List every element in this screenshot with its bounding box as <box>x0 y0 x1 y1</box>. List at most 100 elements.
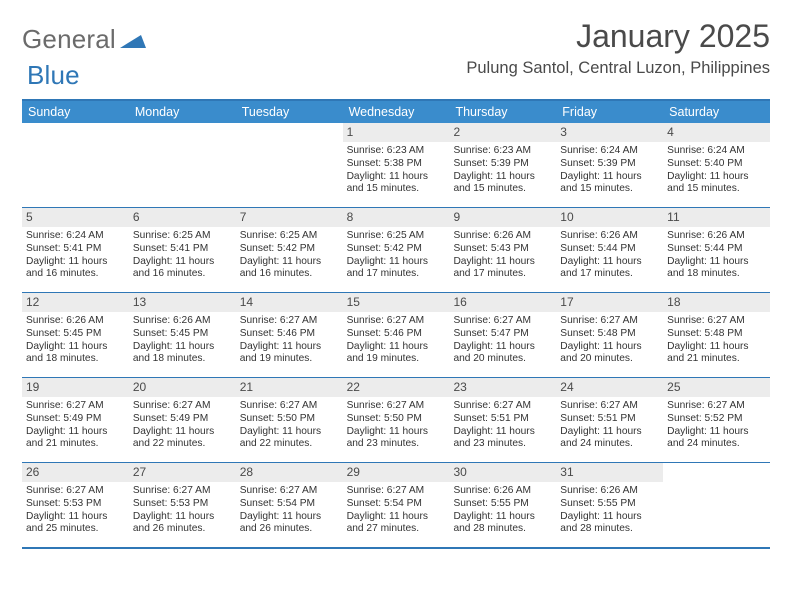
day-cell: . <box>236 123 343 207</box>
sunrise-text: Sunrise: 6:23 AM <box>453 145 552 158</box>
daylight-text: and 21 minutes. <box>26 438 125 451</box>
sunrise-text: Sunrise: 6:27 AM <box>667 315 766 328</box>
daylight-text: Daylight: 11 hours <box>560 256 659 269</box>
daylight-text: Daylight: 11 hours <box>240 256 339 269</box>
sunrise-text: Sunrise: 6:26 AM <box>560 485 659 498</box>
sunset-text: Sunset: 5:51 PM <box>560 413 659 426</box>
sunset-text: Sunset: 5:40 PM <box>667 158 766 171</box>
dayhead-sat: Saturday <box>663 101 770 123</box>
daylight-text: and 22 minutes. <box>133 438 232 451</box>
location-subtitle: Pulung Santol, Central Luzon, Philippine… <box>466 59 770 78</box>
day-number: 7 <box>236 208 343 227</box>
daylight-text: Daylight: 11 hours <box>667 426 766 439</box>
daylight-text: and 17 minutes. <box>347 268 446 281</box>
sunset-text: Sunset: 5:45 PM <box>133 328 232 341</box>
day-number: 16 <box>449 293 556 312</box>
sunset-text: Sunset: 5:43 PM <box>453 243 552 256</box>
sunset-text: Sunset: 5:52 PM <box>667 413 766 426</box>
sunrise-text: Sunrise: 6:25 AM <box>240 230 339 243</box>
daylight-text: and 16 minutes. <box>240 268 339 281</box>
daylight-text: Daylight: 11 hours <box>347 426 446 439</box>
daylight-text: Daylight: 11 hours <box>453 256 552 269</box>
sunrise-text: Sunrise: 6:27 AM <box>26 400 125 413</box>
sunset-text: Sunset: 5:54 PM <box>240 498 339 511</box>
sunrise-text: Sunrise: 6:27 AM <box>453 315 552 328</box>
day-number: 21 <box>236 378 343 397</box>
sunset-text: Sunset: 5:51 PM <box>453 413 552 426</box>
day-number: 1 <box>343 123 450 142</box>
daylight-text: and 19 minutes. <box>240 353 339 366</box>
sunset-text: Sunset: 5:44 PM <box>667 243 766 256</box>
daylight-text: and 15 minutes. <box>560 183 659 196</box>
day-cell: 19Sunrise: 6:27 AMSunset: 5:49 PMDayligh… <box>22 378 129 462</box>
day-cell: 28Sunrise: 6:27 AMSunset: 5:54 PMDayligh… <box>236 463 343 547</box>
day-number: 9 <box>449 208 556 227</box>
logo-text-blue: Blue <box>27 60 80 90</box>
calendar-grid: Sunday Monday Tuesday Wednesday Thursday… <box>22 99 770 549</box>
day-cell: 3Sunrise: 6:24 AMSunset: 5:39 PMDaylight… <box>556 123 663 207</box>
day-cell: 22Sunrise: 6:27 AMSunset: 5:50 PMDayligh… <box>343 378 450 462</box>
daylight-text: and 18 minutes. <box>667 268 766 281</box>
sunset-text: Sunset: 5:48 PM <box>667 328 766 341</box>
daylight-text: and 22 minutes. <box>240 438 339 451</box>
sunrise-text: Sunrise: 6:27 AM <box>453 400 552 413</box>
day-cell: 18 Sunrise: 6:27 AMSunset: 5:48 PMDayligh… <box>663 293 770 377</box>
sunset-text: Sunset: 5:54 PM <box>347 498 446 511</box>
day-number: 5 <box>22 208 129 227</box>
sunrise-text: Sunrise: 6:26 AM <box>133 315 232 328</box>
day-cell: 5Sunrise: 6:24 AMSunset: 5:41 PMDaylight… <box>22 208 129 292</box>
daylight-text: Daylight: 11 hours <box>347 256 446 269</box>
sunrise-text: Sunrise: 6:26 AM <box>560 230 659 243</box>
dayhead-fri: Friday <box>556 101 663 123</box>
daylight-text: and 16 minutes. <box>133 268 232 281</box>
sunset-text: Sunset: 5:47 PM <box>453 328 552 341</box>
sunrise-text: Sunrise: 6:27 AM <box>133 485 232 498</box>
daylight-text: and 25 minutes. <box>26 523 125 536</box>
daylight-text: Daylight: 11 hours <box>133 256 232 269</box>
dayhead-tue: Tuesday <box>236 101 343 123</box>
day-number: 19 <box>22 378 129 397</box>
sunrise-text: Sunrise: 6:26 AM <box>453 485 552 498</box>
day-cell: 6Sunrise: 6:25 AMSunset: 5:41 PMDaylight… <box>129 208 236 292</box>
sunrise-text: Sunrise: 6:24 AM <box>26 230 125 243</box>
day-number: 18 <box>663 293 770 312</box>
sunset-text: Sunset: 5:48 PM <box>560 328 659 341</box>
daylight-text: Daylight: 11 hours <box>133 341 232 354</box>
day-number: 23 <box>449 378 556 397</box>
day-number: 17 <box>556 293 663 312</box>
daylight-text: Daylight: 11 hours <box>26 426 125 439</box>
week-row: 5Sunrise: 6:24 AMSunset: 5:41 PMDaylight… <box>22 208 770 293</box>
daylight-text: Daylight: 11 hours <box>347 171 446 184</box>
day-number: 22 <box>343 378 450 397</box>
dayhead-thu: Thursday <box>449 101 556 123</box>
daylight-text: and 20 minutes. <box>453 353 552 366</box>
daylight-text: Daylight: 11 hours <box>560 341 659 354</box>
daylight-text: and 24 minutes. <box>667 438 766 451</box>
sunrise-text: Sunrise: 6:27 AM <box>560 400 659 413</box>
daylight-text: Daylight: 11 hours <box>240 341 339 354</box>
logo-triangle-icon <box>120 30 146 53</box>
sunset-text: Sunset: 5:55 PM <box>453 498 552 511</box>
month-title: January 2025 <box>466 18 770 55</box>
daylight-text: and 26 minutes. <box>240 523 339 536</box>
day-number: 14 <box>236 293 343 312</box>
sunset-text: Sunset: 5:55 PM <box>560 498 659 511</box>
daylight-text: and 15 minutes. <box>667 183 766 196</box>
sunrise-text: Sunrise: 6:27 AM <box>26 485 125 498</box>
sunset-text: Sunset: 5:41 PM <box>133 243 232 256</box>
sunrise-text: Sunrise: 6:25 AM <box>133 230 232 243</box>
daylight-text: and 18 minutes. <box>26 353 125 366</box>
dayhead-wed: Wednesday <box>343 101 450 123</box>
daylight-text: and 17 minutes. <box>560 268 659 281</box>
daylight-text: Daylight: 11 hours <box>667 341 766 354</box>
day-number: 20 <box>129 378 236 397</box>
daylight-text: Daylight: 11 hours <box>560 426 659 439</box>
daylight-text: Daylight: 11 hours <box>347 511 446 524</box>
sunset-text: Sunset: 5:45 PM <box>26 328 125 341</box>
daylight-text: and 23 minutes. <box>347 438 446 451</box>
sunrise-text: Sunrise: 6:26 AM <box>667 230 766 243</box>
daylight-text: Daylight: 11 hours <box>667 256 766 269</box>
dayhead-mon: Monday <box>129 101 236 123</box>
sunrise-text: Sunrise: 6:27 AM <box>347 400 446 413</box>
sunrise-text: Sunrise: 6:27 AM <box>347 485 446 498</box>
